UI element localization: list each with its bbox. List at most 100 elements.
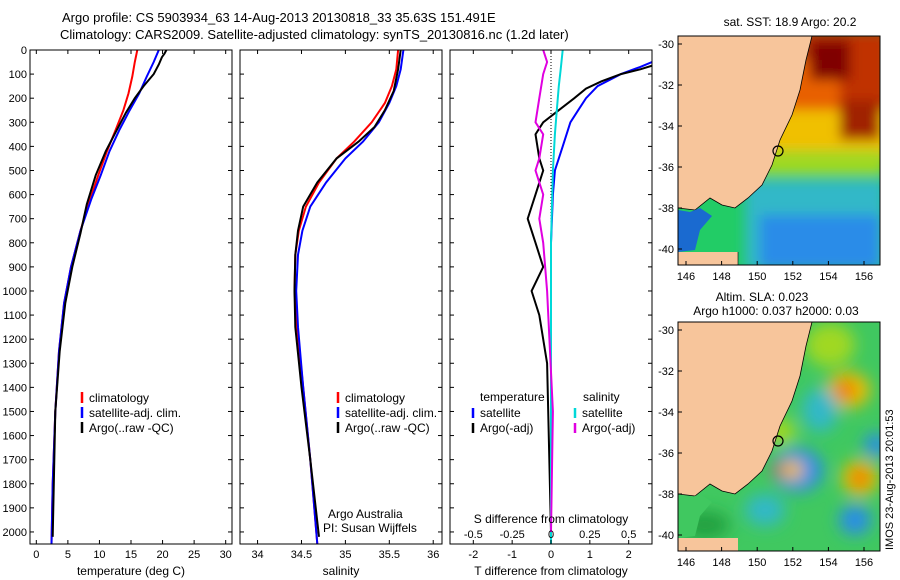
y-tick-label: 1400 xyxy=(3,382,27,394)
difference-series-3 xyxy=(534,50,554,533)
sla-map-title: Altim. SLA: 0.023 xyxy=(716,290,809,304)
map-y-tick-label: -34 xyxy=(658,407,674,419)
salinity-frame xyxy=(239,49,443,545)
difference-series xyxy=(526,50,652,544)
map-y-tick-label: -36 xyxy=(658,448,674,460)
x2-tick-label: -0.5 xyxy=(464,529,483,541)
map-x-tick-label: 154 xyxy=(819,271,837,283)
y-tick-label: 1900 xyxy=(3,503,27,515)
x-tick-label: 0 xyxy=(33,549,39,561)
x-tick-label: 34.5 xyxy=(291,549,312,561)
temperature-series xyxy=(50,50,168,544)
map-x-tick-label: 156 xyxy=(855,271,873,283)
x2-tick-label: -0.25 xyxy=(500,529,525,541)
map-x-tick-label: 148 xyxy=(712,271,730,283)
sst-map-frame xyxy=(677,35,881,266)
map-y-tick-label: -36 xyxy=(658,162,674,174)
sla-map-field xyxy=(678,322,880,551)
map-y-tick-label: -32 xyxy=(658,366,674,378)
difference-x2label: S difference from climatology xyxy=(474,512,629,526)
sst-map-title: sat. SST: 18.9 Argo: 20.2 xyxy=(724,15,857,29)
sla-map-frame xyxy=(677,321,881,552)
map-x-tick-label: 150 xyxy=(748,557,766,569)
y-tick-label: 1700 xyxy=(3,455,27,467)
x-tick-label: 35.5 xyxy=(379,549,400,561)
temperature-series-2 xyxy=(51,50,168,537)
y-tick-label: 2000 xyxy=(3,527,27,539)
credit-pi: PI: Susan Wijffels xyxy=(323,521,417,535)
y-tick-label: 1100 xyxy=(3,310,27,322)
y-tick-label: 1300 xyxy=(3,358,27,370)
x-tick-label: 20 xyxy=(156,549,168,561)
y-tick-label: 500 xyxy=(9,165,27,177)
salinity-series-2 xyxy=(293,50,402,537)
y-tick-label: 1600 xyxy=(3,431,27,443)
map-y-tick-label: -38 xyxy=(658,489,674,501)
x-tick-label: 1 xyxy=(587,549,593,561)
sla-map-ticks: 146 148 150 152 154 156 -30 -32 -34 -36 -38 -40 xyxy=(658,325,873,569)
map-x-tick-label: 146 xyxy=(677,271,695,283)
y-tick-label: 1800 xyxy=(3,479,27,491)
legend-label: Argo(..raw -QC) xyxy=(345,421,430,435)
x2-tick-label: 0.25 xyxy=(579,529,600,541)
sst-map: sat. SST: 18.9 Argo: 20.2 146 148 150 152 15… xyxy=(658,15,881,283)
credit-org: Argo Australia xyxy=(328,507,403,521)
temperature-frame xyxy=(29,49,233,545)
y-tick-label: 900 xyxy=(9,262,27,274)
legend-label: satellite xyxy=(582,406,623,420)
sst-map-field xyxy=(678,36,880,265)
y-tick-label: 700 xyxy=(9,214,27,226)
y-tick-label: 400 xyxy=(9,141,27,153)
map-y-tick-label: -34 xyxy=(658,121,674,133)
map-x-tick-label: 146 xyxy=(677,557,695,569)
sla-map: Altim. SLA: 0.023 Argo h1000: 0.037 h200… xyxy=(658,290,881,569)
y-tick-label: 800 xyxy=(9,238,27,250)
x-tick-label: 34 xyxy=(251,549,263,561)
difference-panel: -2 -1 0 1 2 T difference from climatology S di… xyxy=(449,49,653,578)
temperature-xlabel: temperature (deg C) xyxy=(77,564,185,578)
legend-label: Argo(-adj) xyxy=(582,421,635,435)
legend-label: climatology xyxy=(345,391,405,405)
y-tick-label: 1200 xyxy=(3,334,27,346)
y-tick-label: 1500 xyxy=(3,406,27,418)
map-y-tick-label: -30 xyxy=(658,325,674,337)
salinity-panel: 34 34.5 35 35.5 36 salinity climatologysatelli… xyxy=(239,49,443,578)
map-y-tick-label: -40 xyxy=(658,244,674,256)
imos-credit: IMOS 23-Aug-2013 20:01:53 xyxy=(884,409,896,550)
difference-series-2 xyxy=(550,50,564,544)
legend-label: Argo(..raw -QC) xyxy=(89,421,174,435)
map-y-tick-label: -40 xyxy=(658,530,674,542)
x-tick-label: 10 xyxy=(93,549,105,561)
x-tick-label: -1 xyxy=(507,549,517,561)
legend-title: salinity xyxy=(583,390,620,404)
y-tick-label: 1000 xyxy=(3,286,27,298)
sst-land-mass xyxy=(678,36,813,211)
legend-label: satellite-adj. clim. xyxy=(89,406,181,420)
temperature-series-1 xyxy=(50,50,160,544)
legend-title: temperature xyxy=(480,390,545,404)
x-tick-label: 0 xyxy=(548,549,554,561)
y-tick-label: 300 xyxy=(9,117,27,129)
legend-label: Argo(-adj) xyxy=(480,421,533,435)
header-line-2: Climatology: CARS2009. Satellite-adjuste… xyxy=(60,27,569,42)
salinity-series xyxy=(293,50,405,544)
x-tick-label: -2 xyxy=(468,549,478,561)
legend-label: satellite-adj. clim. xyxy=(345,406,437,420)
map-y-tick-label: -30 xyxy=(658,39,674,51)
x2-tick-label: 0 xyxy=(548,529,554,541)
map-x-tick-label: 152 xyxy=(784,271,802,283)
y-tick-label: 600 xyxy=(9,190,27,202)
sla-map-subtitle: Argo h1000: 0.037 h2000: 0.03 xyxy=(693,304,859,318)
y-tick-label: 200 xyxy=(9,93,27,105)
y-tick-label: 100 xyxy=(9,69,27,81)
map-y-tick-label: -32 xyxy=(658,80,674,92)
x-tick-label: 25 xyxy=(188,549,200,561)
map-x-tick-label: 156 xyxy=(855,557,873,569)
y-tick-label: 0 xyxy=(21,45,27,57)
difference-series-0 xyxy=(550,61,652,544)
legend-label: climatology xyxy=(89,391,149,405)
sla-land-mass xyxy=(678,322,813,497)
x-tick-label: 30 xyxy=(220,549,232,561)
x-tick-label: 2 xyxy=(626,549,632,561)
sla-argo-marker xyxy=(772,435,784,447)
